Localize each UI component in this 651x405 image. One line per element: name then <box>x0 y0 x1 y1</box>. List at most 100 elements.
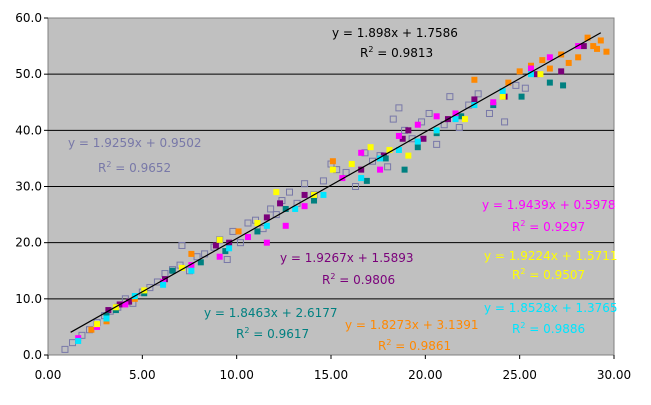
y-tick-label: 30.0 <box>15 180 42 194</box>
data-point <box>292 205 299 212</box>
data-point <box>518 93 525 100</box>
y-tick-label: 50.0 <box>15 67 42 81</box>
data-point <box>527 71 534 78</box>
data-point <box>471 76 478 83</box>
data-point <box>414 138 421 145</box>
y-tick-label: 10.0 <box>15 292 42 306</box>
data-point <box>512 81 520 89</box>
data-point <box>597 37 604 44</box>
x-tick-label: 15.00 <box>314 368 348 382</box>
data-point <box>105 307 112 314</box>
data-point <box>282 222 289 229</box>
equation-label: y = 1.9439x + 0.5978 <box>482 198 616 212</box>
data-point <box>590 43 597 50</box>
data-point <box>546 65 553 72</box>
data-point <box>505 79 512 86</box>
data-point <box>94 321 101 328</box>
y-tick-label: 0.0 <box>23 348 42 362</box>
data-point <box>311 197 318 204</box>
data-point <box>320 191 327 198</box>
r-squared-label: R2 = 0.9806 <box>322 272 395 287</box>
data-point <box>254 228 261 235</box>
equation-label: y = 1.9259x + 0.9502 <box>68 136 202 150</box>
data-point <box>539 57 546 64</box>
data-point <box>282 205 289 212</box>
data-point <box>527 65 534 72</box>
data-point <box>433 113 440 120</box>
data-point <box>603 48 610 55</box>
equation-labels: y = 1.9259x + 0.9502 R2 = 0.9652 y = 1.926… <box>68 26 618 353</box>
equation-label: y = 1.9267x + 1.5893 <box>280 251 414 265</box>
data-point <box>384 163 392 171</box>
data-point <box>188 250 195 257</box>
data-point <box>425 109 433 117</box>
data-point <box>188 262 195 269</box>
data-point <box>61 345 69 353</box>
data-point <box>382 155 389 162</box>
data-point <box>244 219 252 227</box>
data-point <box>122 301 129 308</box>
data-point <box>358 149 365 156</box>
data-point <box>485 109 493 117</box>
equation-label: y = 1.8273x + 3.1391 <box>345 318 479 332</box>
data-point <box>533 71 540 78</box>
equation-label: y = 1.898x + 1.7586 <box>332 26 458 40</box>
data-point <box>521 84 529 92</box>
y-tick-label: 40.0 <box>15 123 42 137</box>
data-point <box>414 121 421 128</box>
r-squared-label: R2 = 0.9886 <box>512 321 585 336</box>
data-point <box>471 102 478 109</box>
data-point <box>254 220 261 227</box>
data-point <box>197 259 204 266</box>
data-point <box>367 144 374 151</box>
data-point <box>594 45 601 52</box>
data-point <box>178 264 185 271</box>
data-point <box>501 118 509 126</box>
data-point <box>575 54 582 61</box>
data-point <box>558 68 565 75</box>
data-point <box>301 180 309 188</box>
data-point <box>273 189 280 196</box>
data-point <box>405 127 412 134</box>
x-tick-label: 5.00 <box>129 368 156 382</box>
data-point <box>75 337 82 344</box>
data-point <box>377 155 384 162</box>
trendline <box>70 32 602 333</box>
data-point <box>319 177 327 185</box>
data-point <box>216 236 223 243</box>
data-point <box>395 104 403 112</box>
data-point <box>395 146 402 153</box>
data-point <box>580 43 587 50</box>
data-point <box>329 166 336 173</box>
data-point <box>222 248 229 255</box>
data-point <box>277 200 284 207</box>
trendline-group <box>70 32 602 333</box>
data-point <box>358 166 365 173</box>
data-point <box>178 241 186 249</box>
data-point <box>188 267 195 274</box>
x-axis-ticks: 0.00 5.00 10.00 15.00 20.00 25.00 30.00 <box>35 355 631 382</box>
data-point <box>546 79 553 86</box>
data-point <box>212 242 219 249</box>
data-point <box>223 256 231 264</box>
r-squared-label: R2 = 0.9813 <box>360 45 433 60</box>
data-point <box>565 59 572 66</box>
data-point <box>433 140 441 148</box>
data-point <box>474 90 482 98</box>
data-point <box>389 115 397 123</box>
data-point <box>126 298 133 305</box>
data-point <box>546 54 553 61</box>
data-point <box>301 203 308 210</box>
data-point <box>348 161 355 168</box>
y-tick-label: 60.0 <box>15 11 42 25</box>
data-point <box>516 68 523 75</box>
data-point <box>401 166 408 173</box>
equation-label: y = 1.8528x + 1.3765 <box>484 301 618 315</box>
x-tick-label: 0.00 <box>35 368 62 382</box>
data-point <box>458 113 465 120</box>
data-point <box>216 253 223 260</box>
data-point <box>363 177 370 184</box>
data-point <box>369 157 377 165</box>
data-point <box>285 188 293 196</box>
